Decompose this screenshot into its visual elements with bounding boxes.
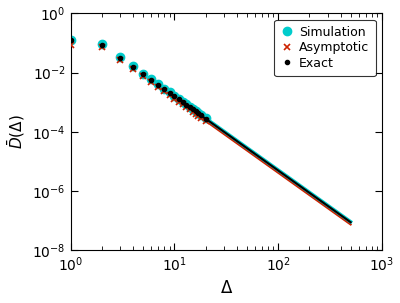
Exact (198, 113, 203, 117)
Exact (156, 83, 161, 87)
Asymptotic (180, 103, 185, 106)
Exact (203, 117, 208, 121)
Simulation (131, 65, 136, 68)
Simulation (118, 55, 122, 59)
Asymptotic (187, 108, 192, 111)
Asymptotic (172, 97, 177, 100)
Asymptotic (190, 110, 195, 113)
Y-axis label: $\bar{D}(\Delta)$: $\bar{D}(\Delta)$ (6, 115, 27, 149)
Simulation (184, 102, 188, 106)
Asymptotic (162, 90, 167, 93)
Exact (131, 65, 136, 69)
Simulation (203, 116, 208, 120)
Simulation (190, 107, 195, 111)
Exact (187, 105, 192, 109)
Asymptotic (68, 43, 73, 47)
Exact (172, 95, 177, 98)
Exact (193, 110, 198, 113)
Exact (68, 38, 73, 42)
Simulation (198, 113, 203, 117)
Exact (190, 108, 195, 111)
Exact (176, 98, 181, 101)
Simulation (141, 72, 146, 75)
Asymptotic (156, 85, 161, 89)
Simulation (162, 87, 167, 91)
Asymptotic (118, 58, 122, 62)
Simulation (187, 105, 192, 108)
Asymptotic (198, 116, 203, 119)
Asymptotic (176, 100, 181, 104)
Simulation (167, 91, 172, 94)
Asymptotic (196, 114, 201, 118)
Line: Simulation: Simulation (66, 35, 210, 122)
Asymptotic (141, 75, 146, 78)
Asymptotic (131, 67, 136, 71)
Exact (149, 78, 154, 82)
Asymptotic (167, 93, 172, 97)
Line: Asymptotic: Asymptotic (67, 42, 209, 124)
X-axis label: $\Delta$: $\Delta$ (220, 279, 233, 298)
Simulation (176, 97, 181, 101)
Line: Exact: Exact (68, 38, 208, 121)
Simulation (68, 38, 73, 42)
Simulation (172, 94, 177, 98)
Legend: Simulation, Asymptotic, Exact: Simulation, Asymptotic, Exact (274, 20, 376, 76)
Simulation (196, 111, 201, 115)
Simulation (156, 82, 161, 86)
Exact (100, 43, 104, 46)
Exact (118, 56, 122, 59)
Exact (162, 87, 167, 91)
Exact (167, 91, 172, 95)
Exact (184, 103, 188, 107)
Simulation (100, 42, 104, 46)
Simulation (149, 78, 154, 81)
Asymptotic (203, 119, 208, 123)
Asymptotic (193, 112, 198, 115)
Exact (180, 100, 185, 104)
Exact (141, 72, 146, 76)
Asymptotic (184, 105, 188, 109)
Simulation (180, 100, 185, 104)
Asymptotic (100, 45, 104, 49)
Simulation (193, 109, 198, 113)
Exact (196, 112, 201, 115)
Asymptotic (149, 80, 154, 84)
